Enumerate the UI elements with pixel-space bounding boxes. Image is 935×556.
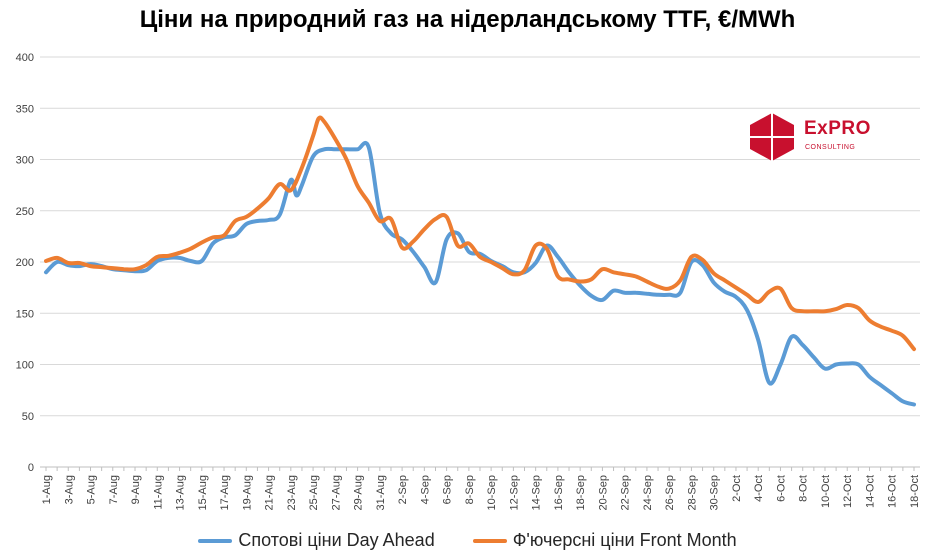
x-tick-label: 19-Aug (241, 475, 253, 510)
logo-brand-text: ExPRO (804, 118, 871, 139)
y-tick-label: 400 (16, 52, 34, 64)
logo-mark-icon (750, 113, 794, 161)
x-tick-label: 7-Aug (108, 475, 120, 504)
x-tick-label: 25-Aug (308, 475, 320, 510)
x-tick-label: 14-Sep (531, 475, 543, 510)
legend-label-futures: Ф'ючерсні ціни Front Month (512, 530, 737, 550)
x-tick-label: 14-Oct (864, 475, 876, 508)
y-tick-label: 350 (16, 103, 34, 115)
y-tick-label: 0 (28, 462, 34, 474)
x-tick-label: 27-Aug (330, 475, 342, 510)
x-tick-label: 15-Aug (197, 475, 209, 510)
x-tick-label: 10-Oct (820, 475, 832, 508)
y-tick-label: 150 (16, 308, 34, 320)
y-axis: 0 50 100 150 200 250 300 350 400 (16, 52, 34, 474)
legend: Спотові ціни Day Ahead Ф'ючерсні ціни Fr… (0, 530, 935, 551)
x-tick-label: 4-Sep (419, 475, 431, 504)
series-lines (44, 115, 916, 407)
x-tick-label: 31-Aug (375, 475, 387, 510)
x-tick-label: 8-Sep (464, 475, 476, 504)
logo-subtitle-text: CONSULTING (805, 144, 856, 151)
x-tick-label: 23-Aug (286, 475, 298, 510)
x-tick-label: 24-Sep (642, 475, 654, 510)
legend-swatch-futures (472, 538, 507, 543)
x-tick-label: 6-Sep (442, 475, 454, 504)
x-tick-label: 8-Oct (798, 475, 810, 502)
legend-label-spot: Спотові ціни Day Ahead (238, 530, 435, 550)
x-tick-label: 1-Aug (41, 475, 53, 504)
x-tick-label: 3-Aug (63, 475, 75, 504)
x-tick-label: 2-Oct (731, 475, 743, 502)
x-tick-label: 30-Sep (709, 475, 721, 510)
legend-item-futures: Ф'ючерсні ціни Front Month (472, 530, 737, 551)
series-line-spot-day-ahead (44, 141, 916, 407)
x-tick-label: 20-Sep (597, 475, 609, 510)
x-tick-label: 18-Oct (909, 475, 921, 508)
x-axis: 1-Aug 3-Aug 5-Aug 7-Aug 9-Aug 11-Aug 13-Aug 15-… (41, 467, 921, 510)
x-tick-label: 18-Sep (575, 475, 587, 510)
x-tick-label: 16-Oct (887, 475, 899, 508)
x-tick-label: 13-Aug (175, 475, 187, 510)
legend-item-spot: Спотові ціни Day Ahead (198, 530, 435, 551)
x-tick-label: 5-Aug (86, 475, 98, 504)
x-tick-label: 16-Sep (553, 475, 565, 510)
x-tick-label: 12-Oct (842, 475, 854, 508)
series-line-futures-front-month (44, 115, 916, 352)
x-tick-label: 26-Sep (664, 475, 676, 510)
legend-swatch-spot (198, 538, 233, 543)
x-tick-label: 9-Aug (130, 475, 142, 504)
y-tick-label: 200 (16, 257, 34, 269)
x-tick-label: 10-Sep (486, 475, 498, 510)
y-tick-label: 50 (22, 411, 34, 423)
x-tick-label: 17-Aug (219, 475, 231, 510)
x-tick-label: 4-Oct (753, 475, 765, 502)
y-tick-label: 250 (16, 206, 34, 218)
x-tick-label: 28-Sep (686, 475, 698, 510)
x-tick-label: 2-Sep (397, 475, 409, 504)
x-tick-label: 11-Aug (152, 475, 164, 510)
x-tick-label: 21-Aug (264, 475, 276, 510)
expro-logo: ExPRO CONSULTING (748, 112, 888, 164)
x-tick-label: 22-Sep (620, 475, 632, 510)
y-tick-label: 300 (16, 155, 34, 167)
chart-title: Ціни на природний газ на нідерландському… (139, 6, 796, 33)
y-tick-label: 100 (16, 360, 34, 372)
x-tick-label: 6-Oct (775, 475, 787, 502)
x-tick-label: 12-Sep (508, 475, 520, 510)
x-tick-label: 29-Aug (353, 475, 365, 510)
